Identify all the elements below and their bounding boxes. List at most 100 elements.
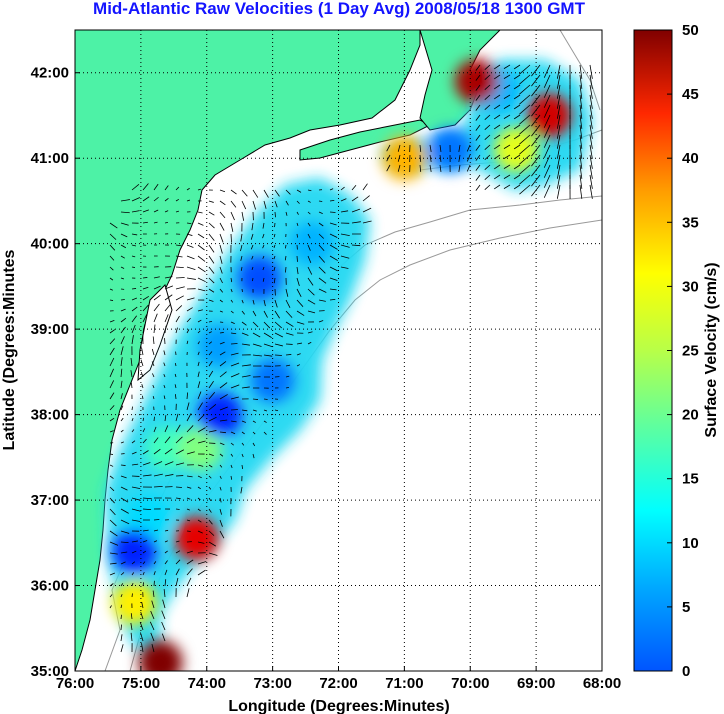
velocity-arrow: [197, 497, 201, 501]
velocity-arrow: [175, 305, 183, 312]
velocity-arrow: [273, 233, 276, 238]
velocity-arrow: [274, 409, 279, 412]
velocity-arrow: [285, 211, 288, 216]
x-tick-label: 71:00: [385, 675, 423, 692]
velocity-arrow: [273, 255, 276, 260]
velocity-arrow: [120, 405, 124, 411]
velocity-arrow: [120, 614, 122, 620]
velocity-arrow: [484, 154, 491, 160]
velocity-arrow: [208, 222, 215, 229]
velocity-arrow: [230, 384, 240, 389]
y-tick-label: 35:00: [31, 663, 69, 680]
velocity-arrow: [252, 354, 262, 357]
velocity-arrow: [120, 357, 123, 367]
velocity-arrow: [484, 184, 491, 190]
velocity-arrow: [152, 336, 155, 345]
velocity-arrow: [142, 324, 146, 334]
velocity-arrow: [208, 508, 212, 513]
velocity-arrow: [208, 552, 218, 556]
velocity-arrow: [219, 530, 225, 539]
velocity-arrow: [186, 187, 190, 191]
velocity-arrow: [175, 508, 180, 510]
velocity-arrow: [329, 199, 335, 202]
velocity-arrow: [109, 605, 112, 609]
velocity-arrow: [252, 299, 255, 305]
velocity-arrow: [589, 174, 593, 189]
y-axis-label: Latitude (Degrees:Minutes: [1, 249, 18, 450]
x-tick-label: 70:00: [451, 675, 489, 692]
velocity-arrow: [131, 324, 136, 334]
velocity-arrow: [141, 383, 144, 389]
velocity-arrow: [109, 464, 114, 467]
velocity-arrow: [531, 174, 541, 187]
velocity-arrow: [230, 200, 237, 208]
velocity-arrow: [493, 124, 501, 130]
velocity-arrow: [130, 357, 133, 367]
velocity-arrow: [252, 200, 256, 210]
velocity-arrow: [163, 384, 166, 389]
velocity-arrow: [263, 332, 272, 338]
velocity-arrow: [161, 621, 166, 631]
velocity-arrow: [241, 364, 251, 367]
velocity-arrow: [397, 164, 401, 172]
velocity-arrow: [186, 199, 190, 202]
velocity-arrow: [163, 589, 166, 598]
velocity-arrow: [241, 321, 247, 326]
velocity-arrow: [197, 330, 201, 334]
velocity-arrow: [263, 343, 273, 348]
velocity-arrow: [109, 594, 113, 598]
velocity-arrow: [130, 382, 133, 389]
velocity-arrow: [493, 74, 501, 80]
velocity-arrow: [164, 294, 173, 301]
colorbar-tick-label: 50: [682, 22, 699, 39]
velocity-arrow: [219, 299, 223, 303]
velocity-arrow: [241, 332, 249, 336]
velocity-arrow: [484, 164, 491, 170]
velocity-arrow: [589, 64, 593, 79]
velocity-arrow: [175, 286, 185, 290]
velocity-arrow: [531, 74, 541, 87]
velocity-arrow: [197, 427, 206, 433]
velocity-arrow: [219, 519, 223, 527]
velocity-arrow: [150, 632, 155, 642]
velocity-arrow: [589, 94, 593, 109]
velocity-arrow: [241, 409, 248, 412]
velocity-arrow: [274, 332, 284, 338]
velocity-arrow: [252, 332, 261, 338]
colorbar-tick-label: 10: [682, 535, 699, 552]
velocity-arrow: [152, 590, 155, 598]
velocity-arrow: [429, 144, 432, 152]
speed-region-7: [125, 495, 170, 540]
velocity-arrow: [164, 425, 169, 433]
velocity-arrow: [153, 324, 156, 334]
velocity-arrow: [153, 448, 161, 455]
velocity-arrow: [109, 338, 116, 345]
velocity-arrow: [250, 244, 254, 250]
velocity-arrow: [362, 207, 372, 213]
velocity-arrow: [230, 475, 233, 480]
velocity-arrow: [318, 277, 327, 284]
velocity-arrow: [296, 288, 302, 298]
velocity-arrow: [120, 336, 125, 345]
velocity-arrow: [219, 453, 224, 457]
velocity-arrow: [589, 104, 593, 119]
velocity-arrow: [307, 310, 316, 314]
velocity-arrow: [263, 299, 266, 307]
velocity-arrow: [208, 277, 215, 284]
velocity-arrow: [109, 541, 119, 546]
velocity-arrow: [120, 317, 127, 323]
velocity-arrow: [186, 451, 195, 455]
velocity-arrow: [186, 475, 193, 478]
velocity-arrow: [208, 255, 215, 264]
velocity-arrow: [142, 450, 149, 455]
velocity-arrow: [219, 211, 226, 219]
velocity-arrow: [307, 189, 312, 192]
velocity-arrow: [153, 550, 157, 554]
velocity-arrow: [151, 644, 155, 653]
velocity-arrow: [142, 428, 146, 433]
velocity-arrow: [519, 134, 531, 145]
velocity-arrow: [475, 114, 481, 121]
velocity-arrow: [519, 84, 531, 95]
velocity-arrow: [318, 244, 325, 252]
velocity-arrow: [197, 309, 203, 312]
